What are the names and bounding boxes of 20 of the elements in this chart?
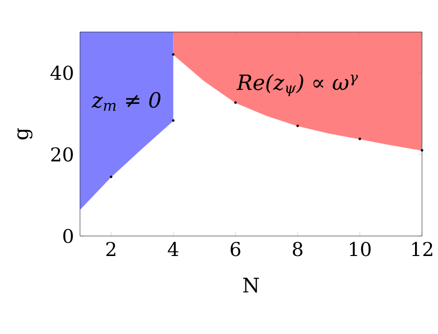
annotation: Re(z$_{ψ}$) ∝ ω$^{γ}$ (236, 74, 358, 96)
point (420, 149, 424, 152)
x-tick-label: 6 (230, 242, 240, 256)
point (234, 101, 237, 104)
y-tick-label: 20 (51, 147, 73, 162)
point (110, 176, 112, 178)
x-tick-label: 8 (292, 242, 302, 256)
x-axis-title: N (243, 278, 259, 293)
y-tick-label: 0 (63, 228, 73, 244)
y-axis-title: g (17, 128, 32, 140)
x-tick-label: 10 (350, 242, 371, 256)
point (172, 119, 175, 122)
point (358, 138, 362, 140)
x-tick-label: 2 (106, 242, 116, 256)
x-tick-label: 12 (412, 242, 432, 256)
annotation: z$_{m}$ ≠ 0 (92, 92, 160, 111)
point (296, 124, 299, 128)
y-tick-label: 40 (50, 66, 73, 80)
point (172, 53, 175, 56)
x-tick-label: 4 (168, 242, 178, 256)
